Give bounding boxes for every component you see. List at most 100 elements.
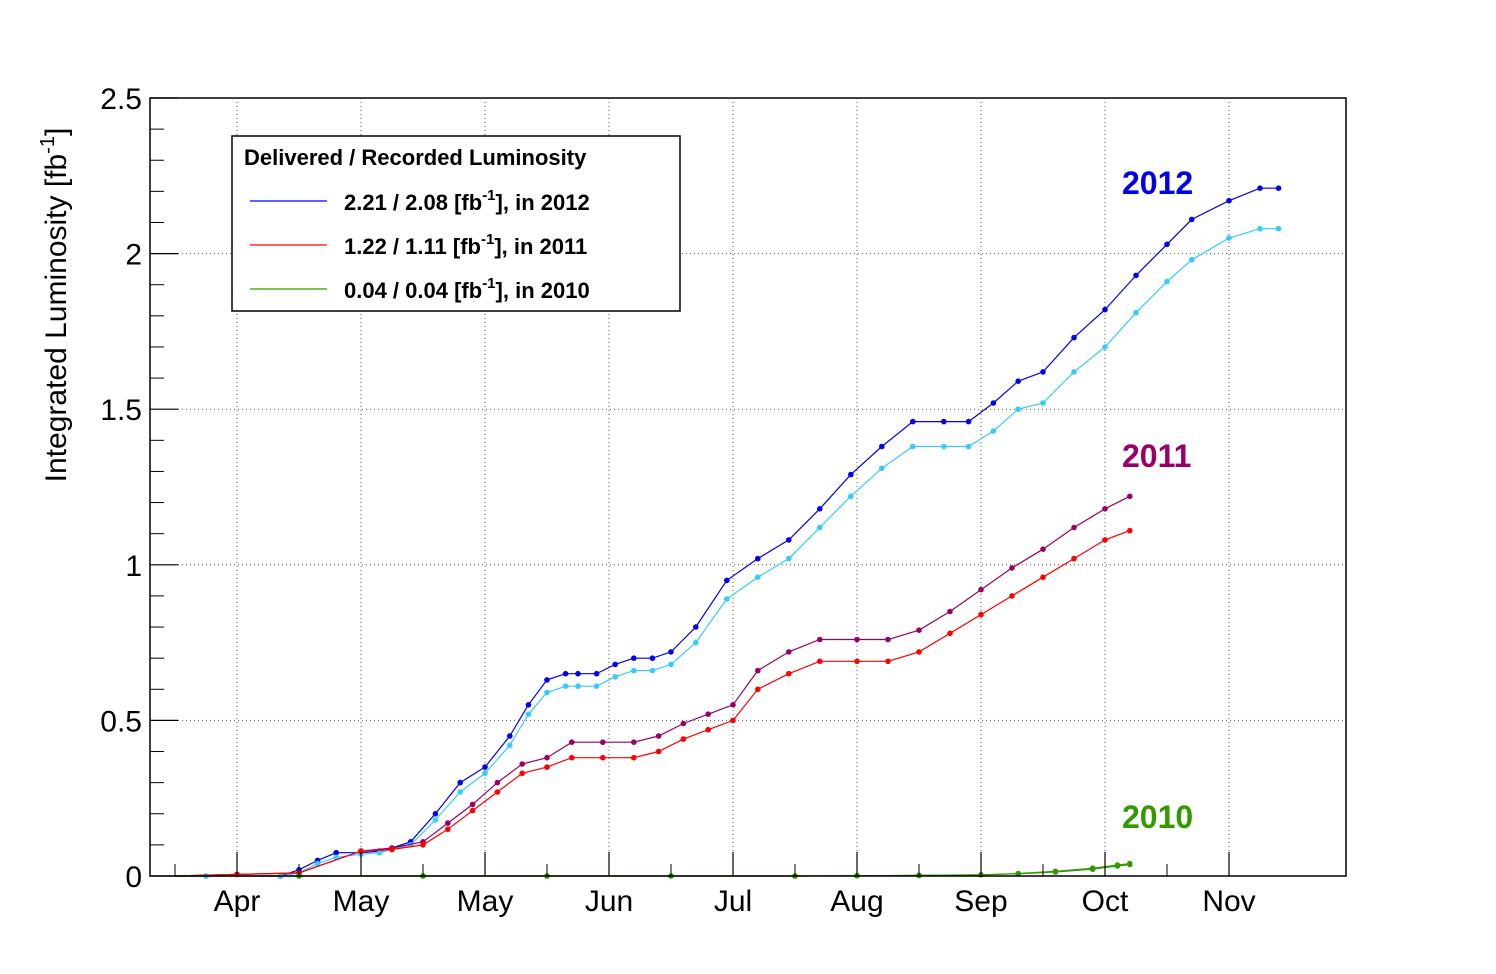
data-point [544,689,550,696]
data-point [600,739,606,745]
data-point [786,649,792,655]
y-tick-label: 1 [125,550,142,583]
data-point [575,683,581,689]
legend-box [231,135,681,312]
legend-entry-2010: 0.04 / 0.04 [fb-1], in 2010 [344,275,590,303]
data-point [854,658,860,665]
data-point [469,807,476,814]
data-point [655,733,662,739]
data-point [314,860,321,867]
data-point [705,726,711,733]
data-point [507,733,513,739]
grid-lines [150,98,1346,876]
data-point [693,624,699,630]
data-point [1040,574,1046,580]
axis-ticks [150,97,1230,877]
data-point [1189,216,1195,223]
data-point [1164,278,1170,285]
x-tick-label: May [457,885,514,918]
data-point [1052,869,1059,875]
data-point [1009,593,1015,599]
data-point [668,661,674,668]
data-point [575,670,581,677]
data-point [755,574,761,580]
data-point [879,443,885,450]
data-point [1275,225,1282,232]
data-point [569,754,575,761]
data-point [593,670,600,677]
data-point [755,555,761,562]
legend-entry-2011: 1.22 / 1.11 [fb-1], in 2011 [344,231,587,259]
year-label-2012: 2012 [1122,165,1193,201]
data-point [600,754,606,761]
y-axis-title: Integrated Luminosity [fb-1] [37,128,73,483]
data-point [432,811,439,817]
data-point [569,739,575,745]
data-point [445,820,451,826]
data-point [1164,241,1170,248]
x-tick-label: Jul [714,885,752,918]
data-point [910,418,916,425]
series-2012-recorded [175,225,1282,879]
data-point [631,655,637,661]
data-point [1040,546,1046,552]
data-point [786,555,792,562]
data-point [1102,306,1108,313]
data-point [1189,257,1195,263]
data-point [1071,369,1077,375]
data-point [649,667,656,674]
data-point [469,801,476,808]
data-point [1015,406,1021,413]
data-point [1127,493,1133,500]
data-point [494,779,501,786]
data-point [705,711,711,717]
data-point [755,667,761,674]
data-point [631,754,637,761]
x-tick-label: Apr [214,885,261,918]
data-point [376,849,383,856]
data-point [1071,555,1077,562]
data-point [978,586,984,593]
data-point [562,683,569,689]
data-point [655,748,662,755]
data-point [990,428,997,434]
data-point [420,842,426,848]
legend-title: Delivered / Recorded Luminosity [244,145,587,170]
y-axis-title-end: ] [40,128,73,136]
legend-entry-2012: 2.21 / 2.08 [fb-1], in 2012 [344,187,590,215]
data-point [1071,334,1077,341]
data-point [885,636,891,643]
data-point [612,674,618,680]
y-tick-label: 0 [125,861,142,894]
data-point [885,658,891,665]
data-point [1275,185,1282,191]
data-point [333,849,340,856]
year-label-2011: 2011 [1122,438,1191,474]
year-label-2010: 2010 [1122,799,1193,835]
data-point [730,717,736,724]
data-point [519,770,525,777]
data-point [693,639,699,646]
y-tick-label: 1.5 [100,394,142,427]
data-point [1009,565,1015,571]
data-point [1257,225,1263,232]
data-point [965,418,972,425]
data-point [631,739,637,745]
data-point [848,471,854,478]
data-point [817,506,823,512]
data-point [848,493,854,500]
data-point [358,848,364,854]
data-point [593,683,600,689]
x-tick-labels: Apr May May Jun Jul Aug Sep Oct Nov [214,885,1256,918]
data-point [724,577,730,584]
data-point [1102,344,1108,350]
x-tick-label: Nov [1202,885,1255,918]
x-tick-label: Aug [830,885,883,918]
data-point [941,418,947,425]
data-point [947,630,953,637]
data-point [854,636,860,643]
data-point [507,742,513,749]
data-point [1015,871,1021,877]
data-point [910,443,916,450]
